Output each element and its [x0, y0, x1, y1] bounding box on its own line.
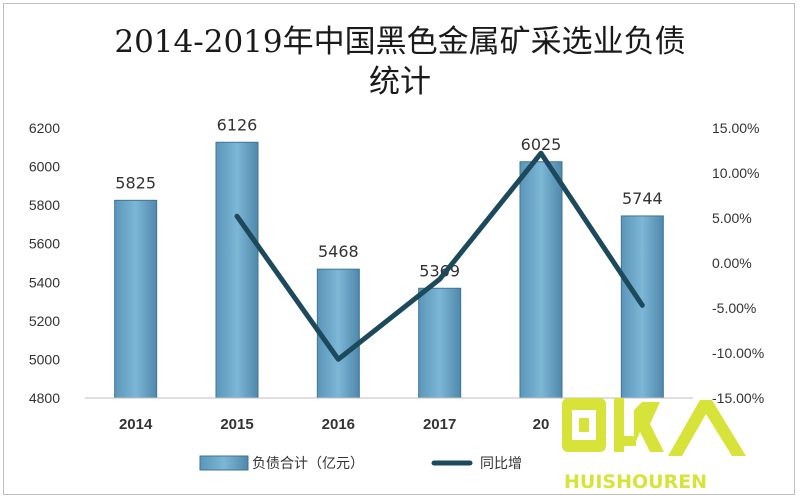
- legend-bar-label: 负债合计（亿元）: [252, 456, 364, 472]
- bar: [316, 268, 360, 399]
- y-right-tick-label: -10.00%: [712, 345, 764, 361]
- bar-value-label: 5744: [622, 189, 663, 208]
- y-left-tick-label: 5800: [29, 197, 60, 213]
- y-left-tick-label: 6200: [29, 120, 60, 136]
- line-series: [234, 150, 645, 362]
- x-tick-label: 2017: [423, 416, 456, 433]
- y-left-tick-label: 5200: [29, 313, 60, 329]
- bar-value-label: 5825: [115, 173, 156, 192]
- y-left-tick-label: 6000: [29, 159, 60, 175]
- legend-bar-swatch: [199, 455, 249, 471]
- y-right-tick-label: -15.00%: [712, 390, 764, 406]
- chart-title-line2: 统计: [369, 64, 431, 100]
- y-left-tick-label: 5600: [29, 236, 60, 252]
- bar: [215, 141, 259, 399]
- y-right-tick-label: 10.00%: [712, 165, 759, 181]
- bar: [114, 199, 158, 399]
- bar-value-label: 5468: [318, 242, 359, 261]
- bar: [519, 161, 563, 399]
- legend-line-label: 同比增: [480, 456, 522, 472]
- bar-value-label: 6126: [217, 115, 258, 134]
- chart-title: 2014-2019年中国黑色金属矿采选业负债: [114, 24, 686, 60]
- y-left-tick-label: 5400: [29, 274, 60, 290]
- y-right-tick-label: 5.00%: [712, 210, 752, 226]
- watermark-logo: HUISHOUREN: [562, 398, 746, 493]
- x-tick-label: 2016: [322, 416, 355, 433]
- x-tick-label: 2014: [119, 416, 153, 433]
- x-tick-label: 2015: [220, 416, 253, 433]
- y-right-tick-label: 0.00%: [712, 255, 752, 271]
- watermark-text: HUISHOUREN: [564, 471, 707, 493]
- bar: [418, 287, 462, 399]
- x-tick-label: 20: [533, 416, 550, 433]
- y-left-tick-label: 5000: [29, 351, 60, 367]
- y-left-tick-label: 4800: [29, 390, 60, 406]
- y-right-tick-label: 15.00%: [712, 120, 759, 136]
- y-right-tick-label: -5.00%: [712, 300, 756, 316]
- watermark-mark: [562, 398, 746, 456]
- bar-value-label: 6025: [521, 135, 562, 154]
